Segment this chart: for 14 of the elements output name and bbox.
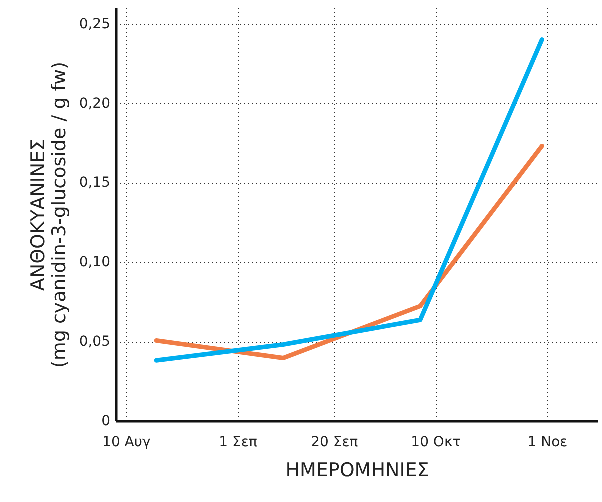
y-tick-label: 0,10 (79, 254, 110, 271)
y-tick-label: 0 (102, 414, 110, 430)
x-tick-label: 10 Οκτ (411, 434, 462, 450)
x-axis-title: ΗΜΕΡΟΜΗΝΙΕΣ (286, 460, 430, 482)
y-tick-label: 0,20 (79, 96, 110, 112)
line-series (154, 38, 544, 363)
y-tick-label: 0,05 (79, 334, 110, 350)
y-tick-label: 0,25 (79, 16, 110, 32)
y-axis-title: ΑΝΘΟΚΥΑΝΙΝΕΣ (mg cyanidin-3-glucoside / g fw) (27, 62, 70, 368)
x-tick-label: 1 Νοε (528, 434, 568, 450)
x-tick-label: 1 Σεπ (219, 434, 258, 450)
x-tick-label: 10 Αυγ (102, 434, 151, 450)
y-tick-label: 0,15 (79, 175, 110, 192)
x-tick-label: 20 Σεπ (311, 434, 359, 450)
